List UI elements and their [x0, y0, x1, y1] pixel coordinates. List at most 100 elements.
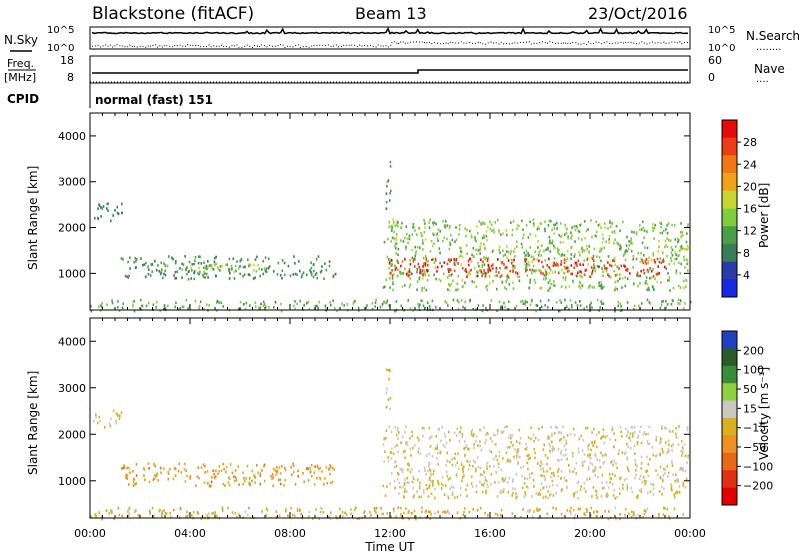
data-cell: [591, 431, 593, 434]
nsearch-dots-key: ........: [756, 42, 781, 53]
data-cell: [395, 300, 398, 303]
data-cell: [194, 255, 197, 259]
data-cell: [539, 464, 541, 468]
data-cell: [647, 442, 649, 446]
data-cell: [501, 305, 504, 308]
data-cell: [451, 493, 454, 496]
data-cell: [484, 246, 486, 250]
data-cell: [214, 511, 216, 514]
data-cell: [552, 506, 554, 510]
data-cell: [507, 436, 510, 439]
data-cell: [155, 306, 157, 309]
data-cell: [470, 234, 473, 237]
data-cell: [431, 258, 433, 262]
data-cell: [161, 510, 163, 513]
data-cell: [626, 235, 628, 239]
data-cell: [548, 494, 551, 497]
y-tick-label: 4000: [58, 130, 86, 143]
data-cell: [549, 250, 552, 253]
data-cell: [486, 288, 489, 292]
data-cell: [216, 301, 218, 305]
data-cell: [215, 274, 217, 278]
data-cell: [672, 473, 674, 476]
data-cell: [108, 512, 111, 515]
data-cell: [391, 236, 394, 240]
data-cell: [574, 253, 576, 256]
data-cell: [616, 265, 619, 269]
data-cell: [630, 486, 632, 490]
data-cell: [465, 444, 468, 447]
data-cell: [226, 263, 228, 266]
data-cell: [628, 512, 630, 516]
data-cell: [444, 220, 447, 223]
data-cell: [473, 443, 475, 446]
data-cell: [524, 267, 527, 270]
data-cell: [630, 241, 632, 245]
data-cell: [314, 273, 317, 276]
data-cell: [626, 277, 629, 280]
data-cell: [655, 469, 657, 472]
data-cell: [236, 260, 238, 263]
data-cell: [661, 251, 664, 254]
data-cell: [115, 421, 118, 425]
data-cell: [472, 464, 474, 468]
data-cell: [162, 276, 164, 280]
data-cell: [329, 517, 332, 520]
data-cell: [627, 467, 629, 471]
data-cell: [257, 263, 259, 267]
data-cell: [90, 515, 93, 519]
data-cell: [206, 514, 209, 517]
data-cell: [602, 237, 604, 240]
data-cell: [139, 298, 142, 302]
data-cell: [528, 510, 531, 514]
data-cell: [121, 202, 123, 206]
data-cell: [387, 456, 390, 459]
data-cell: [502, 430, 505, 433]
data-cell: [390, 264, 393, 267]
data-cell: [217, 267, 220, 271]
data-cell: [525, 485, 528, 488]
data-cell: [128, 467, 130, 470]
data-cell: [197, 466, 199, 469]
data-cell: [341, 510, 344, 514]
data-cell: [532, 433, 535, 436]
y-tick-label: 3000: [58, 382, 86, 395]
data-cell: [496, 309, 498, 312]
data-cell: [637, 251, 640, 255]
data-cell: [388, 276, 391, 280]
data-cell: [215, 475, 217, 478]
data-cell: [565, 231, 568, 235]
data-cell: [507, 276, 510, 279]
x-tick-label: 08:00: [274, 527, 306, 540]
data-cell: [497, 465, 500, 469]
data-cell: [184, 480, 187, 483]
data-cell: [687, 269, 689, 272]
data-cell: [346, 303, 349, 306]
data-cell: [316, 465, 319, 469]
data-cell: [538, 251, 541, 254]
data-cell: [400, 272, 402, 276]
data-cell: [218, 470, 220, 473]
data-cell: [460, 263, 462, 266]
data-cell: [411, 434, 413, 438]
data-cell: [657, 473, 659, 476]
data-cell: [170, 515, 172, 519]
data-cell: [613, 231, 616, 234]
data-cell: [496, 513, 499, 517]
data-cell: [589, 275, 592, 279]
data-cell: [678, 485, 680, 488]
data-cell: [663, 506, 665, 510]
data-cell: [462, 476, 464, 479]
data-cell: [476, 509, 479, 512]
data-cell: [450, 273, 453, 277]
data-cell: [279, 274, 282, 277]
data-cell: [637, 434, 640, 438]
data-cell: [549, 476, 552, 479]
data-cell: [589, 514, 592, 517]
data-cell: [463, 511, 465, 514]
freq-label: Freq.: [7, 57, 34, 70]
data-cell: [306, 301, 308, 305]
data-cell: [604, 435, 606, 439]
data-cell: [525, 224, 528, 227]
data-cell: [612, 259, 614, 262]
